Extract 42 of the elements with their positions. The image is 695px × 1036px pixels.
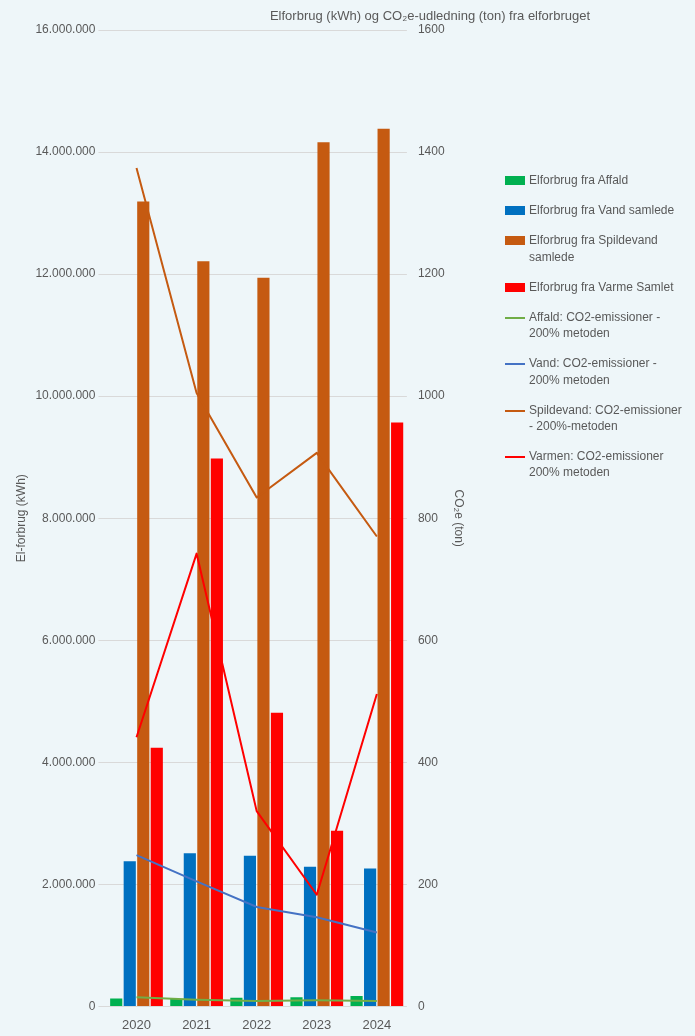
bar	[303, 866, 317, 1006]
bar	[183, 853, 196, 1006]
chart-title: Elforbrug (kWh) og CO₂e-udledning (ton) fra elforbruget	[268, 8, 592, 23]
y-tick-label: 0	[88, 998, 96, 1013]
x-tick-label: 2022	[242, 1016, 272, 1032]
y-axis-title: El-forbrug (kWh)	[13, 474, 28, 563]
legend-label: Elforbrug fra Spildevand samlede	[529, 232, 659, 265]
y-tick-label: 12.000.000	[35, 266, 96, 281]
legend-label: Varmen: CO2-emissioner 200% metoden	[529, 448, 665, 481]
legend-label: Elforbrug fra Vand samlede	[529, 202, 675, 219]
y2-tick-label: 1000	[417, 388, 445, 403]
legend-label: Vand: CO2-emissioner - 200% metoden	[529, 355, 658, 388]
legend-label: Affald: CO2-emissioner - 200% metoden	[529, 308, 662, 342]
x-tick-label: 2021	[182, 1016, 212, 1032]
y2-tick-label: 800	[417, 510, 439, 525]
x-tick-label: 2020	[122, 1016, 151, 1032]
bar	[123, 861, 136, 1006]
bar	[110, 998, 123, 1006]
y-tick-label: 8.000.000	[42, 510, 96, 525]
legend-label: Elforbrug fra Affald	[529, 172, 629, 189]
x-tick-label: 2023	[302, 1016, 332, 1032]
bar	[243, 855, 257, 1006]
y2-tick-label: 1400	[417, 144, 445, 159]
y-tick-label: 10.000.000	[35, 388, 96, 403]
y2-tick-label: 1200	[417, 266, 445, 281]
y-tick-label: 2.000.000	[42, 876, 96, 891]
y2-tick-label: 600	[417, 632, 439, 647]
bar	[150, 747, 163, 1006]
y-tick-label: 16.000.000	[35, 22, 96, 37]
y2-tick-label: 400	[417, 754, 439, 769]
legend-label: Elforbrug fra Varme Samlet	[529, 278, 674, 295]
legend-label: Spildevand: CO2-emissioner - 200%-metoden	[529, 401, 683, 435]
bar	[391, 422, 404, 1006]
x-tick-label: 2024	[362, 1016, 392, 1032]
bar	[364, 868, 377, 1006]
y2-tick-label: 1600	[417, 22, 445, 37]
y2-tick-label: 0	[417, 998, 425, 1013]
y-tick-label: 6.000.000	[42, 632, 96, 647]
y-tick-label: 14.000.000	[35, 144, 96, 159]
y-tick-label: 4.000.000	[42, 754, 96, 769]
y2-tick-label: 200	[417, 876, 439, 891]
y2-axis-title: CO₂e (ton)	[452, 489, 467, 547]
